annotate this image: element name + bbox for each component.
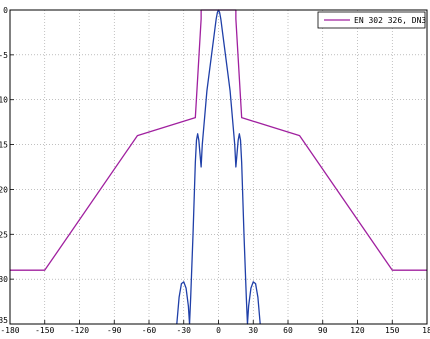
- x-tick-label: 150: [385, 326, 400, 335]
- legend-box: [317, 11, 426, 29]
- x-tick-label: -150: [35, 326, 54, 335]
- y-tick-label: -20: [0, 185, 8, 194]
- y-tick-label: -15: [0, 141, 8, 150]
- x-tick-label: -30: [177, 326, 192, 335]
- y-tick-label: -35: [0, 316, 8, 325]
- x-tick-label: 0: [216, 326, 221, 335]
- x-tick-label: -60: [142, 326, 157, 335]
- x-tick-label: -90: [107, 326, 122, 335]
- x-tick-label: 120: [350, 326, 365, 335]
- x-tick-label: -180: [0, 326, 19, 335]
- x-tick-label: 60: [283, 326, 293, 335]
- y-tick-label: -30: [0, 275, 8, 284]
- legend: EN 302 326, DN3: [317, 11, 426, 29]
- x-tick-label: 18: [422, 326, 430, 335]
- y-tick-label: -10: [0, 96, 8, 105]
- y-tick-label: -5: [0, 51, 8, 60]
- legend-label: EN 302 326, DN3: [354, 16, 426, 25]
- y-tick-label: -25: [0, 230, 8, 239]
- axis-ticks: -180-150-120-90-60-300306090120150180-5-…: [0, 6, 430, 335]
- y-tick-label: 0: [3, 6, 8, 15]
- x-tick-label: 90: [318, 326, 328, 335]
- x-tick-label: -120: [70, 326, 89, 335]
- x-tick-label: 30: [248, 326, 258, 335]
